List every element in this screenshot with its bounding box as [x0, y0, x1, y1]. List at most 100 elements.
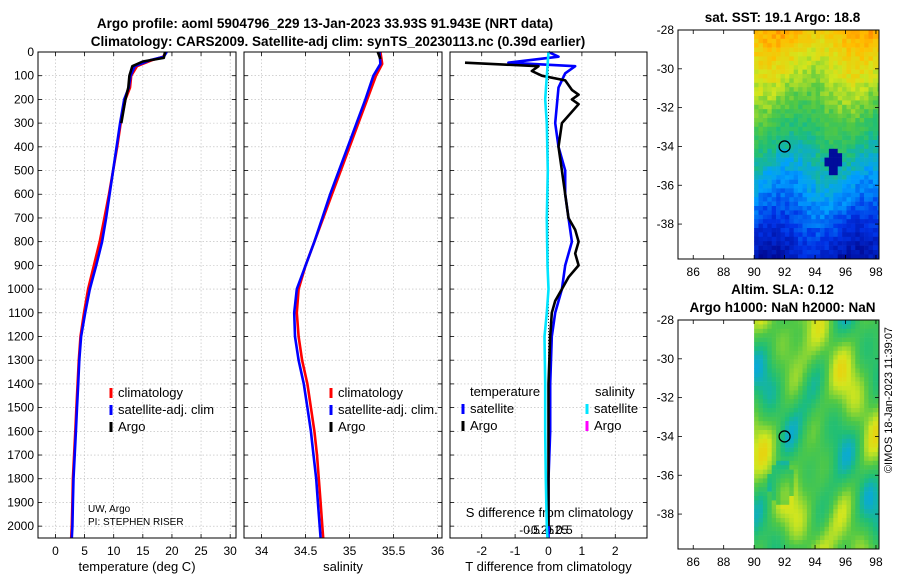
sla_map-cell: [833, 443, 838, 448]
sla_map-cell: [758, 364, 764, 369]
sla_map-cell: [798, 438, 803, 444]
sla_map-cell: [771, 522, 777, 528]
sla_map-cell: [846, 359, 852, 365]
sst_map-cell: [820, 228, 825, 233]
sst_map-cell: [846, 131, 852, 136]
sst_map-cell: [776, 219, 781, 224]
sst_map-xtick-label: 94: [808, 265, 822, 279]
sst_map-cell: [793, 175, 799, 180]
sla_map-cell: [872, 500, 878, 506]
sst_map-cell: [855, 131, 860, 136]
sla_map-cell: [798, 509, 803, 514]
sst_map-cell: [837, 47, 843, 53]
sst_map-cell: [824, 131, 830, 136]
sst_map-cell: [864, 96, 869, 101]
sla_map-cell: [806, 394, 812, 400]
sst_map-cell: [877, 214, 880, 220]
sla_map-cell: [754, 540, 759, 545]
sla_map-cell: [820, 390, 825, 396]
sla_map-cell: [758, 469, 764, 475]
sla_map-xtick-label: 92: [778, 555, 792, 569]
sst_map-cell: [784, 250, 790, 255]
sla_map-cell: [776, 403, 781, 409]
sst_map-cell: [806, 52, 812, 57]
sla_map-cell: [771, 412, 777, 418]
sla_map-cell: [877, 487, 880, 492]
sst_map-cell: [754, 60, 759, 66]
sla_map-cell: [846, 482, 852, 488]
sla_map-cell: [754, 350, 759, 356]
sst_map-cell: [806, 175, 812, 180]
sla_map-cell: [762, 355, 768, 360]
sst_map-cell: [767, 113, 772, 119]
sst_map-cell: [767, 166, 772, 172]
sst_map-cell: [864, 228, 869, 233]
sst_map-cell: [868, 236, 874, 242]
sst_map-cell: [846, 197, 852, 202]
sst_map-cell: [820, 144, 825, 150]
sst_map-cell: [754, 157, 759, 163]
sst_map-cell: [789, 179, 794, 185]
sla_map-cell: [789, 333, 794, 338]
sst_map-cell: [859, 131, 865, 136]
sst_map-cell: [815, 153, 821, 158]
sla_map-cell: [793, 364, 799, 369]
sst_map-cell: [828, 87, 834, 92]
sla_map-cell: [784, 526, 790, 532]
sst_map-cell: [762, 206, 768, 211]
sla_map-cell: [754, 355, 759, 360]
sla_map-cell: [771, 540, 777, 545]
sla_map-cell: [771, 447, 777, 453]
sst_map-cell: [837, 153, 843, 158]
sla_map-cell: [824, 500, 830, 506]
sla_map-cell: [850, 474, 856, 479]
sla_map-cell: [802, 496, 808, 501]
sla_map-cell: [758, 381, 764, 387]
sst_map-cell: [850, 250, 856, 255]
sst_map-cell: [762, 184, 768, 189]
sst_map-cell: [793, 236, 799, 242]
sla_map-cell: [850, 540, 856, 545]
sla_map-cell: [758, 496, 764, 501]
sla_map-cell: [833, 526, 838, 532]
sst_map-cell: [798, 223, 803, 229]
sst_map-cell: [798, 78, 803, 84]
sst_map-cell: [864, 43, 869, 48]
sla_map-cell: [864, 403, 869, 409]
sst_map-cell: [806, 232, 812, 238]
sla_map-cell: [824, 416, 830, 422]
sla_map-cell: [868, 390, 874, 396]
sla_map-cell: [754, 518, 759, 523]
sst_map-cell: [762, 74, 768, 79]
sst_map-cell: [850, 254, 856, 260]
sla_map-cell: [802, 337, 808, 343]
sst_map-cell: [780, 109, 786, 114]
sla_map-cell: [824, 359, 830, 365]
sla_map-cell: [767, 430, 772, 435]
sst_map-cell: [802, 148, 808, 154]
sla_map-cell: [798, 412, 803, 418]
sst_map-cell: [771, 210, 777, 216]
sla_map-cell: [767, 540, 772, 545]
sla_map-cell: [776, 359, 781, 365]
sst_map-cell: [872, 100, 878, 106]
sst_map-cell: [758, 140, 764, 145]
sst_map-cell: [758, 118, 764, 123]
sla_map-cell: [820, 399, 825, 404]
sla_map-cell: [846, 408, 852, 413]
series-satellite-adj-clim-: [292, 51, 382, 539]
sla_map-cell: [771, 456, 777, 462]
sla_map-cell: [754, 535, 759, 541]
depth-tick-label: 600: [14, 187, 34, 201]
sst_map-cell: [789, 210, 794, 216]
sla_map-cell: [793, 509, 799, 514]
sla_map-cell: [793, 460, 799, 466]
sla_map-cell: [833, 394, 838, 400]
sla_map-cell: [798, 456, 803, 462]
sst_map-cell: [828, 140, 834, 145]
sst_map-cell: [776, 153, 781, 158]
sla_map-cell: [811, 465, 816, 470]
sla_map-cell: [833, 377, 838, 382]
sst_map-cell: [855, 91, 860, 97]
sst_map-cell: [868, 122, 874, 128]
